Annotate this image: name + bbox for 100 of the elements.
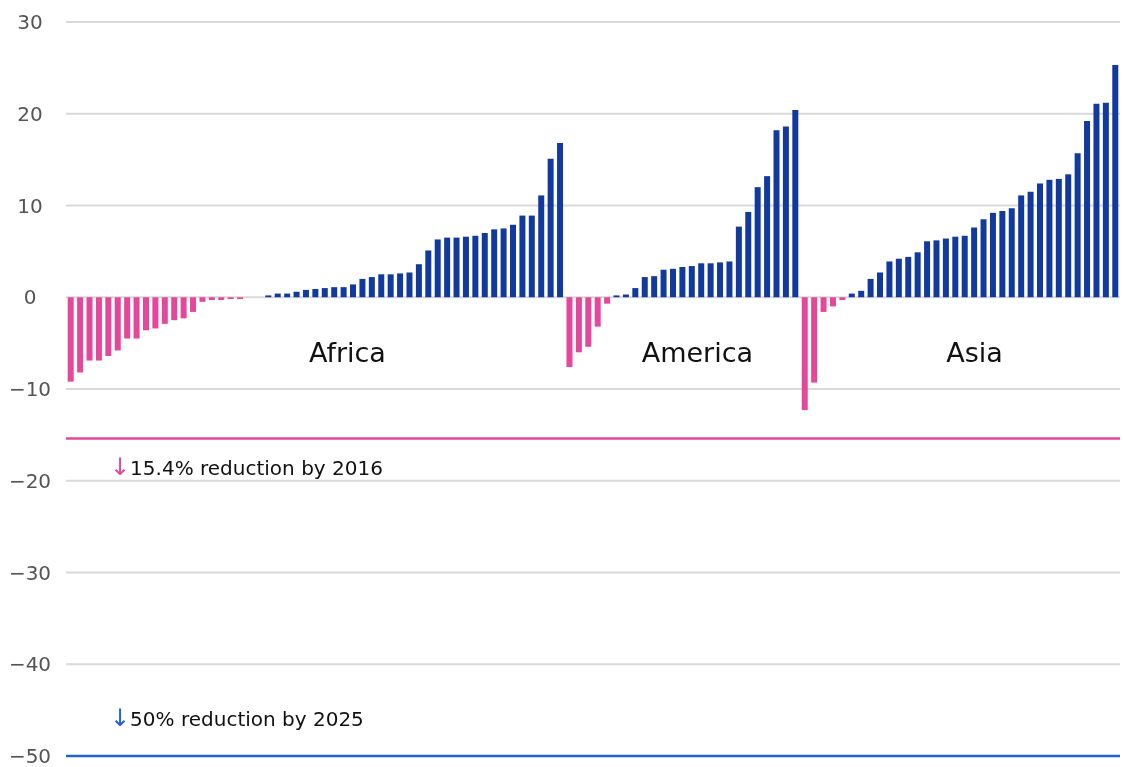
bar [340, 287, 347, 298]
bar [886, 261, 893, 298]
bar [397, 273, 404, 298]
bar [557, 143, 564, 298]
bar [415, 264, 422, 298]
bar [839, 297, 846, 300]
bar [971, 227, 978, 298]
bar [735, 226, 742, 298]
bar [1102, 102, 1109, 298]
bar [302, 289, 309, 298]
bar [764, 176, 771, 298]
bar [952, 236, 959, 298]
bar [86, 297, 93, 361]
bar [641, 277, 648, 298]
bar [1046, 179, 1053, 298]
bar [1065, 174, 1072, 298]
bar [980, 219, 987, 298]
bar [114, 297, 121, 351]
bar [858, 290, 865, 298]
bar [161, 297, 168, 324]
bar [575, 297, 582, 353]
bar [1008, 208, 1015, 298]
bar [1055, 178, 1062, 298]
bar [726, 261, 733, 298]
bar [133, 297, 140, 339]
bar [707, 263, 714, 298]
bar [632, 288, 639, 298]
bar [989, 212, 996, 298]
y-tick-label: 10 [17, 193, 43, 218]
bar [585, 297, 592, 347]
bar [622, 294, 629, 298]
bar [171, 297, 178, 321]
bar [453, 237, 460, 298]
y-tick-label: −10 [8, 377, 52, 402]
y-tick-label: 20 [17, 101, 43, 126]
bar [547, 158, 554, 298]
bar [359, 278, 366, 298]
bar [660, 269, 667, 298]
bar [679, 266, 686, 298]
bar [754, 187, 761, 298]
bar [867, 278, 874, 298]
bar [829, 297, 836, 307]
bar [387, 274, 394, 298]
y-tick-label: 30 [17, 10, 43, 35]
bar [77, 297, 84, 373]
bar [331, 287, 338, 298]
bar [312, 288, 319, 298]
bar [942, 238, 949, 298]
y-tick-label: −50 [8, 744, 52, 767]
bar [905, 256, 912, 298]
bar [208, 297, 215, 300]
y-tick-label: −20 [8, 468, 52, 493]
bar [491, 229, 498, 298]
y-tick-label: −40 [8, 652, 52, 677]
bar [368, 277, 375, 298]
bar [472, 235, 479, 298]
bar [698, 263, 705, 298]
bar [651, 276, 658, 298]
bar [820, 297, 827, 312]
bar [95, 297, 102, 361]
bar [604, 297, 611, 304]
ref-line-label: ↓15.4% reduction by 2016 [110, 452, 383, 481]
bar [811, 297, 818, 383]
bar [180, 297, 187, 319]
annotation: Asia [946, 336, 1003, 368]
bar [293, 291, 300, 298]
annotation: Africa [308, 336, 386, 368]
bar [321, 288, 328, 298]
bar [1112, 65, 1119, 298]
bar [792, 110, 799, 298]
bar [877, 272, 884, 298]
bar [1018, 195, 1025, 298]
bar [444, 237, 451, 298]
bar [773, 130, 780, 298]
bar [190, 297, 197, 312]
bar [1084, 121, 1091, 298]
y-tick-label: −30 [8, 560, 52, 585]
bar [105, 297, 112, 356]
bar [425, 250, 432, 298]
bar [801, 297, 808, 411]
bar [745, 211, 752, 298]
bar [566, 297, 573, 367]
bar [1093, 103, 1100, 298]
bar [688, 266, 695, 298]
bar [406, 272, 413, 298]
bar [669, 268, 676, 298]
bar [500, 228, 507, 298]
y-tick-label: 0 [23, 285, 37, 310]
bar [1037, 183, 1043, 298]
bar [124, 297, 131, 339]
bar [152, 297, 159, 329]
bar [378, 274, 385, 298]
bar [142, 297, 149, 331]
bar [67, 297, 74, 382]
bar [462, 236, 469, 298]
bar [434, 239, 441, 298]
bar [999, 211, 1006, 298]
bar [895, 258, 902, 298]
bar [481, 233, 488, 298]
annotation: America [641, 336, 754, 368]
